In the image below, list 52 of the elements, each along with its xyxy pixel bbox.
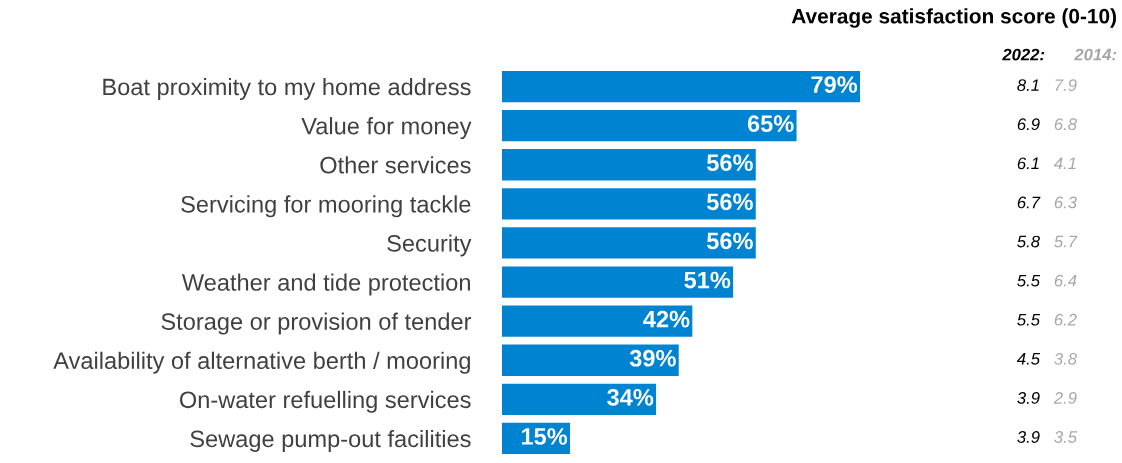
data-label: 79%	[811, 76, 858, 93]
text: 5.8	[1017, 235, 1040, 248]
data-label: 42%	[643, 310, 690, 328]
text: Average satisfaction score (0-10)	[791, 8, 1116, 28]
bar	[502, 266, 734, 298]
y-tick-label: Servicing for mooring tackle	[181, 195, 471, 218]
text: 4.1	[1053, 157, 1076, 170]
bar	[502, 383, 657, 415]
data-label: 56%	[706, 193, 753, 211]
data-label: 56%	[706, 232, 753, 250]
text: 6.9	[1017, 118, 1040, 131]
text: 6.3	[1054, 196, 1077, 209]
y-tick-label: Boat proximity to my home address	[103, 77, 471, 100]
bar	[502, 305, 693, 337]
text: 3.5	[1054, 431, 1078, 443]
y-tick-label: Sewage pump-out facilities	[190, 429, 471, 452]
text: 7.9	[1055, 79, 1077, 92]
data-label: 51%	[684, 271, 731, 289]
text: 5.7	[1054, 235, 1078, 248]
text: 3.9	[1017, 431, 1040, 443]
bar	[502, 344, 679, 376]
text: 8.1	[1017, 79, 1039, 92]
text: 6.8	[1054, 118, 1077, 131]
data-label: 15%	[521, 428, 568, 445]
text: 6.1	[1017, 157, 1039, 170]
data-label: 39%	[629, 349, 676, 367]
text: 4.5	[1016, 353, 1041, 365]
y-tick-label: Weather and tide protection	[181, 273, 470, 296]
data-label: 34%	[607, 388, 654, 406]
text: 5.5	[1017, 274, 1041, 287]
text: 5.5	[1017, 313, 1041, 326]
data-label: 56%	[706, 154, 753, 172]
y-tick-label: Other services	[320, 156, 471, 174]
y-tick-label: On-water refuelling services	[179, 390, 471, 413]
text: 2022:	[1002, 48, 1045, 61]
text: 3.9	[1017, 392, 1040, 404]
text: 3.8	[1054, 352, 1077, 365]
text: 6.4	[1054, 274, 1077, 287]
text: 6.2	[1054, 313, 1077, 326]
bar	[502, 110, 797, 142]
bar	[502, 188, 756, 220]
text: 2014:	[1074, 48, 1117, 61]
bar	[502, 227, 756, 259]
y-tick-label: Value for money	[301, 117, 472, 140]
y-tick-label: Availability of alternative berth / mooring	[53, 351, 470, 374]
bar	[502, 70, 860, 103]
y-tick-label: Storage or provision of tender	[161, 312, 472, 335]
y-tick-label: Security	[387, 234, 472, 257]
text: 2.9	[1053, 392, 1077, 404]
data-label: 65%	[747, 115, 794, 132]
text: 6.7	[1017, 196, 1041, 209]
bar	[502, 149, 756, 181]
